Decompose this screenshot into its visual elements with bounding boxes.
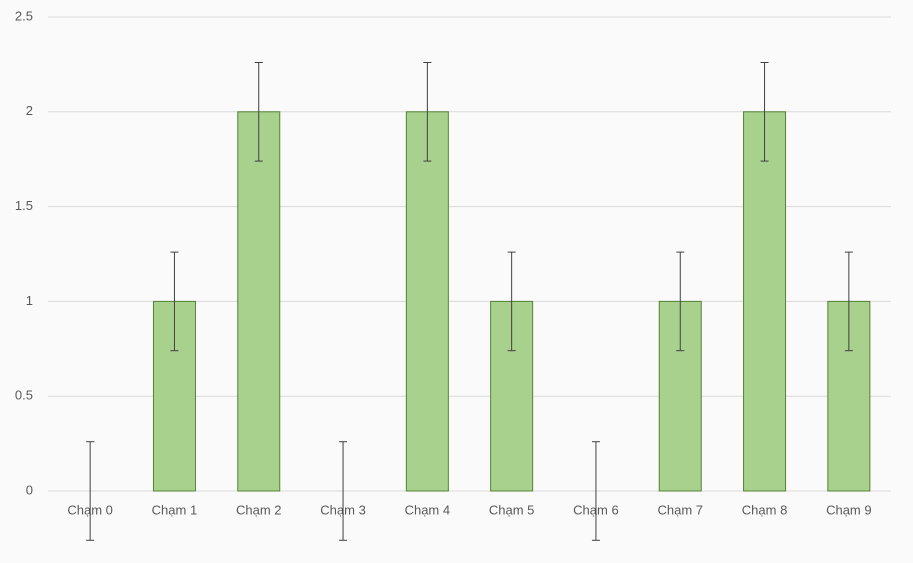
x-tick-label: Chạm 9 xyxy=(826,502,872,517)
y-tick-label: 0.5 xyxy=(15,388,33,403)
bar xyxy=(237,111,281,492)
y-tick-label: 2 xyxy=(26,103,33,118)
x-tick-label: Chạm 5 xyxy=(489,502,535,517)
x-tick-label: Chạm 8 xyxy=(742,502,788,517)
y-tick-label: 1.5 xyxy=(15,198,33,213)
x-tick-label: Chạm 7 xyxy=(657,502,703,517)
y-tick-label: 2.5 xyxy=(15,8,33,23)
y-tick-label: 1 xyxy=(26,293,33,308)
x-tick-label: Chạm 2 xyxy=(236,502,282,517)
bar xyxy=(743,111,787,492)
x-tick-label: Chạm 1 xyxy=(152,502,198,517)
bar xyxy=(405,111,449,492)
y-tick-label: 0 xyxy=(26,482,33,497)
x-tick-label: Chạm 4 xyxy=(405,502,451,517)
